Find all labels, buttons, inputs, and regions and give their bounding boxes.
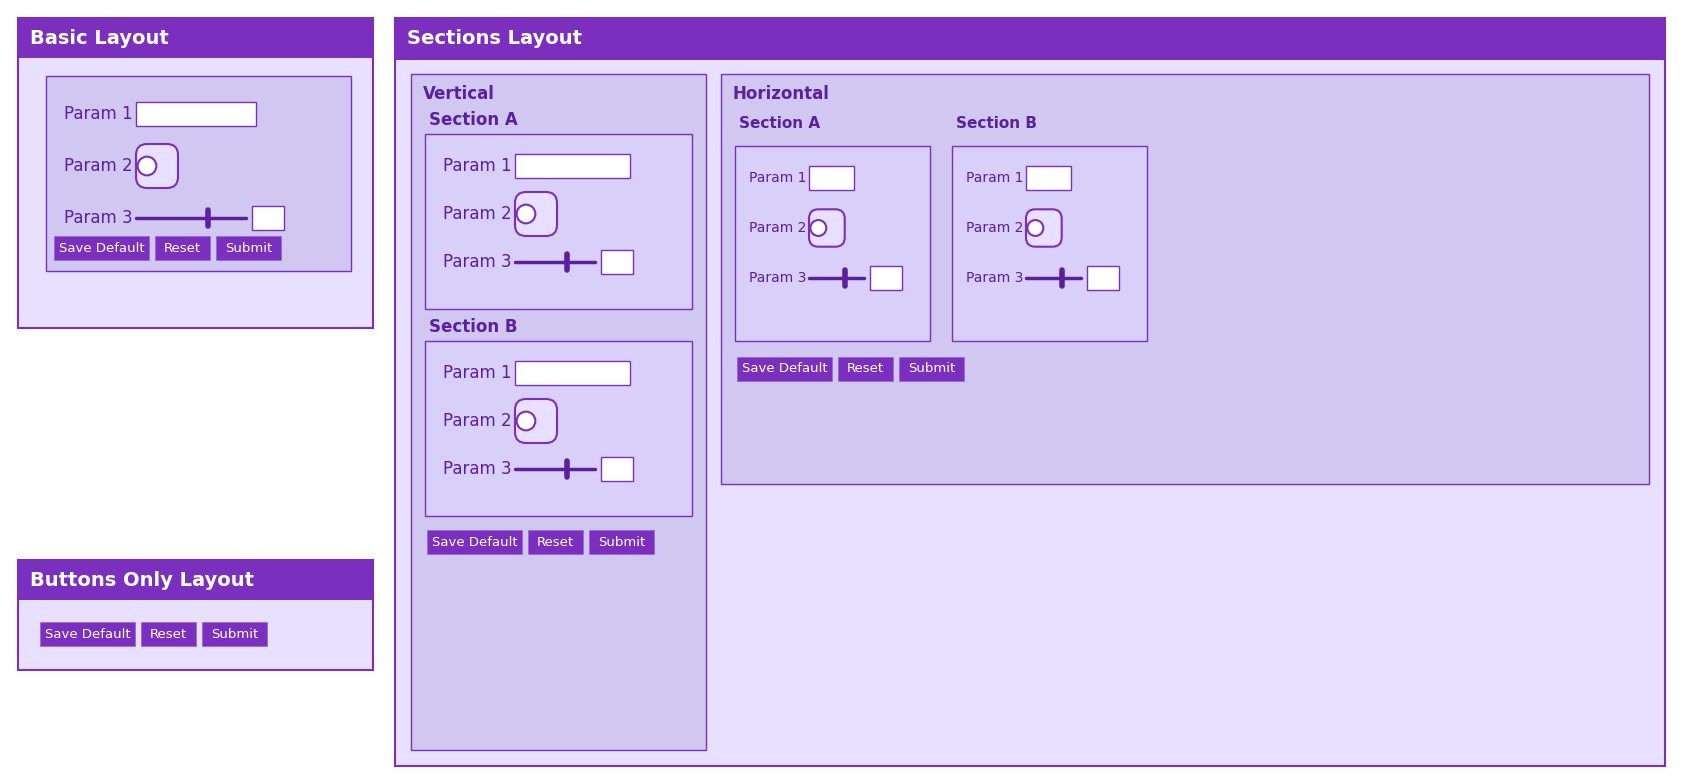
Text: Submit: Submit xyxy=(908,363,955,375)
Circle shape xyxy=(138,157,157,176)
Text: Param 2: Param 2 xyxy=(443,205,512,223)
Bar xyxy=(589,530,653,554)
Circle shape xyxy=(1027,220,1044,236)
Text: Param 1: Param 1 xyxy=(64,105,133,123)
Bar xyxy=(54,236,148,260)
Bar xyxy=(515,154,630,178)
Bar xyxy=(808,166,854,190)
Text: Save Default: Save Default xyxy=(59,242,145,254)
Text: Section A: Section A xyxy=(739,116,820,132)
FancyBboxPatch shape xyxy=(515,399,557,443)
Text: Reset: Reset xyxy=(163,242,200,254)
Text: Param 2: Param 2 xyxy=(749,221,807,235)
Text: Buttons Only Layout: Buttons Only Layout xyxy=(30,570,254,590)
Bar xyxy=(155,236,210,260)
Text: Save Default: Save Default xyxy=(741,363,827,375)
Bar xyxy=(951,146,1147,341)
Bar xyxy=(871,266,903,290)
Text: Save Default: Save Default xyxy=(431,536,517,548)
Bar xyxy=(396,18,1665,766)
Bar xyxy=(411,74,706,750)
Bar xyxy=(899,357,963,381)
Bar xyxy=(19,18,372,328)
Bar xyxy=(141,622,195,646)
Bar xyxy=(1026,166,1071,190)
Bar xyxy=(40,622,135,646)
Text: Param 1: Param 1 xyxy=(443,364,512,382)
FancyBboxPatch shape xyxy=(808,209,845,246)
Text: Param 3: Param 3 xyxy=(443,460,512,478)
Text: Reset: Reset xyxy=(150,627,187,640)
Bar xyxy=(601,250,633,274)
Text: Param 3: Param 3 xyxy=(967,271,1024,285)
Bar xyxy=(19,560,372,600)
Text: Vertical: Vertical xyxy=(423,85,495,103)
Bar xyxy=(216,236,281,260)
Text: Param 2: Param 2 xyxy=(443,412,512,430)
FancyBboxPatch shape xyxy=(1026,209,1061,246)
Text: Section B: Section B xyxy=(957,116,1037,132)
Bar xyxy=(515,361,630,385)
Text: Param 1: Param 1 xyxy=(967,171,1024,185)
Text: Param 2: Param 2 xyxy=(967,221,1024,235)
Text: Param 2: Param 2 xyxy=(64,157,133,175)
Bar xyxy=(1086,266,1118,290)
FancyBboxPatch shape xyxy=(136,144,179,188)
Text: Submit: Submit xyxy=(226,242,273,254)
Bar xyxy=(136,102,256,126)
Text: Param 1: Param 1 xyxy=(749,171,807,185)
Text: Submit: Submit xyxy=(210,627,258,640)
Bar xyxy=(19,18,372,58)
Bar xyxy=(529,530,583,554)
Bar xyxy=(424,341,692,516)
Text: Sections Layout: Sections Layout xyxy=(408,30,583,48)
FancyBboxPatch shape xyxy=(515,192,557,236)
Bar xyxy=(428,530,522,554)
Text: Horizontal: Horizontal xyxy=(733,85,830,103)
Text: Param 3: Param 3 xyxy=(64,209,133,227)
Circle shape xyxy=(517,412,536,431)
Bar xyxy=(734,146,930,341)
Bar xyxy=(396,18,1665,60)
Bar xyxy=(424,134,692,309)
Bar xyxy=(839,357,893,381)
Bar xyxy=(45,76,350,271)
Text: Reset: Reset xyxy=(847,363,884,375)
Bar xyxy=(721,74,1649,484)
Bar xyxy=(202,622,268,646)
Circle shape xyxy=(517,204,536,223)
Text: Param 1: Param 1 xyxy=(443,157,512,175)
Text: Submit: Submit xyxy=(598,536,645,548)
Text: Basic Layout: Basic Layout xyxy=(30,29,168,48)
Bar xyxy=(738,357,832,381)
Text: Reset: Reset xyxy=(537,536,574,548)
Text: Section A: Section A xyxy=(429,111,517,129)
Text: Save Default: Save Default xyxy=(45,627,130,640)
Bar xyxy=(601,457,633,481)
Bar xyxy=(253,206,285,230)
Bar xyxy=(19,560,372,670)
Text: Section B: Section B xyxy=(429,318,517,336)
Text: Param 3: Param 3 xyxy=(443,253,512,271)
Text: Param 3: Param 3 xyxy=(749,271,807,285)
Circle shape xyxy=(810,220,827,236)
